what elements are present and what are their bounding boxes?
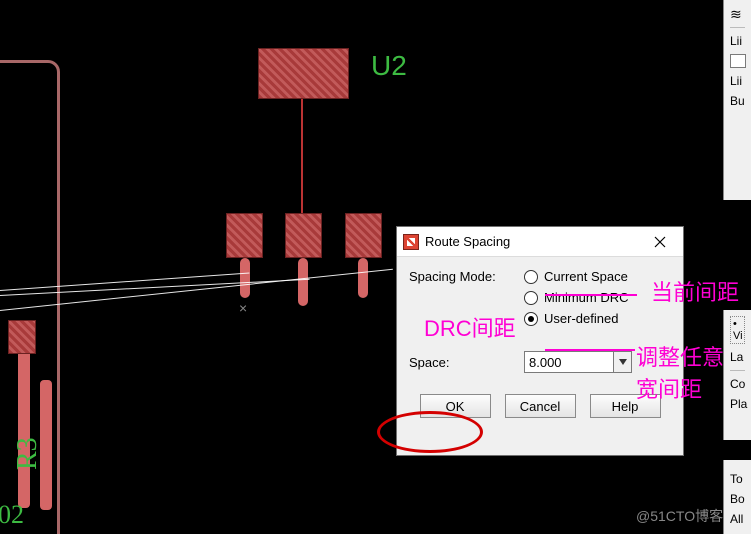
panel-header: • Vi xyxy=(730,316,745,344)
refdes-u2: U2 xyxy=(371,50,407,82)
side-panel-bot: To Bo All xyxy=(723,460,751,534)
panel-label: Pla xyxy=(730,397,745,411)
panel-label: Lii xyxy=(730,34,745,48)
dialog-title: Route Spacing xyxy=(425,234,639,249)
space-value: 8.000 xyxy=(525,355,613,370)
annotation-drc: DRC间距 xyxy=(424,311,516,343)
panel-label: Bo xyxy=(730,492,745,506)
dropdown-button[interactable] xyxy=(613,352,631,372)
via xyxy=(358,258,368,298)
dialog-titlebar: Route Spacing xyxy=(397,227,683,257)
radio-current-space[interactable]: Current Space xyxy=(524,269,629,284)
radio-user-defined[interactable]: User-defined xyxy=(524,311,629,326)
space-label: Space: xyxy=(409,355,524,370)
chevron-down-icon xyxy=(619,359,627,365)
component-pad xyxy=(345,213,382,258)
radio-label: User-defined xyxy=(544,311,618,326)
close-button[interactable] xyxy=(639,228,681,256)
annotation-ellipse xyxy=(377,411,483,453)
panel-label: La xyxy=(730,350,745,364)
panel-label: Lii xyxy=(730,74,745,88)
cursor-x: × xyxy=(239,300,247,316)
via xyxy=(240,258,250,298)
cancel-button[interactable]: Cancel xyxy=(505,394,576,418)
radio-label: Minimum DRC xyxy=(544,290,629,305)
radio-minimum-drc[interactable]: Minimum DRC xyxy=(524,290,629,305)
radio-icon xyxy=(524,291,538,305)
component-pad xyxy=(285,213,322,258)
component-pad-large xyxy=(258,48,349,99)
panel-label: Bu xyxy=(730,94,745,108)
panel-label: All xyxy=(730,512,745,526)
annotation-adjust2: 宽间距 xyxy=(636,372,702,404)
component-pad xyxy=(226,213,263,258)
net-line xyxy=(301,99,303,214)
close-icon xyxy=(654,236,666,248)
trace-segment xyxy=(18,328,30,508)
annotation-underline xyxy=(545,349,635,351)
radio-label: Current Space xyxy=(544,269,628,284)
side-panel-top: ≋ Lii Lii Bu xyxy=(723,0,751,200)
panel-label: Co xyxy=(730,377,745,391)
via xyxy=(298,258,308,306)
annotation-underline xyxy=(545,294,637,296)
space-combobox[interactable]: 8.000 xyxy=(524,351,632,373)
pad xyxy=(8,320,36,354)
annotation-adjust1: 调整任意 xyxy=(636,340,724,372)
side-panel-mid: • Vi La Co Pla xyxy=(723,310,751,440)
spacing-mode-label: Spacing Mode: xyxy=(409,269,524,284)
radio-icon xyxy=(524,312,538,326)
refdes-label: 02 xyxy=(0,500,24,530)
app-icon xyxy=(403,234,419,250)
refdes-r3: R3 xyxy=(12,437,44,470)
panel-icon: ≋ xyxy=(730,6,745,23)
panel-label: To xyxy=(730,472,745,486)
watermark: @51CTO博客 xyxy=(636,506,723,526)
radio-icon xyxy=(524,270,538,284)
panel-field[interactable] xyxy=(730,54,746,68)
annotation-current: 当前间距 xyxy=(651,275,739,307)
screenshot-root: R3 02 × U2 ≋ Lii Lii Bu • Vi La Co Pla T… xyxy=(0,0,751,534)
